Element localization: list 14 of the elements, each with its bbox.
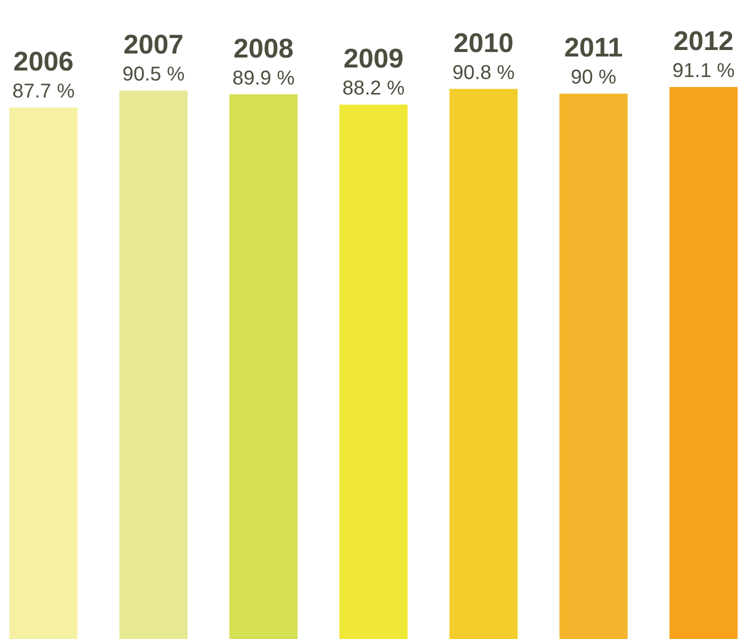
x-tick-label: 2008 <box>233 33 294 64</box>
x-tick-label: 2007 <box>123 30 184 60</box>
x-tick-label: 2006 <box>13 46 74 77</box>
x-tick-label: 2009 <box>343 44 404 74</box>
data-label: 90.8 % <box>452 62 515 84</box>
x-tick-label: 2011 <box>564 32 623 63</box>
data-label: 89.9 % <box>232 67 295 90</box>
data-label: 91.1 % <box>672 60 735 82</box>
x-tick-label: 2012 <box>674 26 734 56</box>
data-label: 88.2 % <box>342 78 405 100</box>
x-tick-label: 2010 <box>453 28 514 58</box>
data-label: 90.5 % <box>122 64 185 86</box>
data-label: 87.7 % <box>12 80 75 103</box>
data-label: 90 % <box>570 66 617 89</box>
